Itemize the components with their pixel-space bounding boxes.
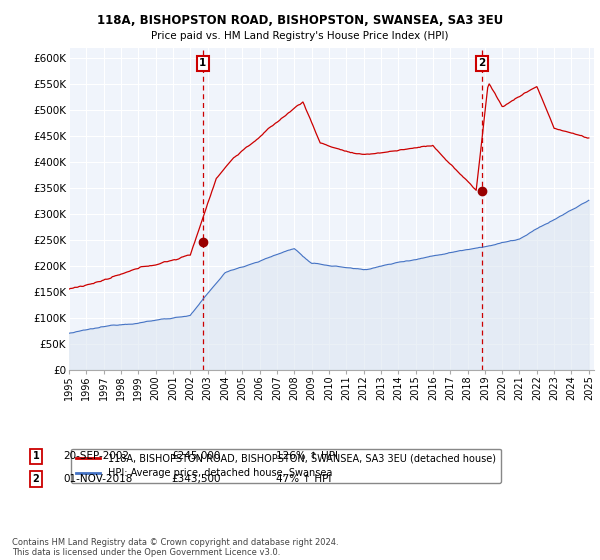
Text: 1: 1 [32,451,40,461]
Text: Price paid vs. HM Land Registry's House Price Index (HPI): Price paid vs. HM Land Registry's House … [151,31,449,41]
Text: 01-NOV-2018: 01-NOV-2018 [63,474,133,484]
Text: 126% ↑ HPI: 126% ↑ HPI [276,451,338,461]
Text: 47% ↑ HPI: 47% ↑ HPI [276,474,331,484]
Text: £245,000: £245,000 [171,451,220,461]
Text: 118A, BISHOPSTON ROAD, BISHOPSTON, SWANSEA, SA3 3EU: 118A, BISHOPSTON ROAD, BISHOPSTON, SWANS… [97,14,503,27]
Text: 1: 1 [199,58,206,68]
Text: Contains HM Land Registry data © Crown copyright and database right 2024.
This d: Contains HM Land Registry data © Crown c… [12,538,338,557]
Text: £343,500: £343,500 [171,474,221,484]
Text: 20-SEP-2002: 20-SEP-2002 [63,451,129,461]
Text: 2: 2 [478,58,485,68]
Legend: 118A, BISHOPSTON ROAD, BISHOPSTON, SWANSEA, SA3 3EU (detached house), HPI: Avera: 118A, BISHOPSTON ROAD, BISHOPSTON, SWANS… [71,449,501,483]
Text: 2: 2 [32,474,40,484]
